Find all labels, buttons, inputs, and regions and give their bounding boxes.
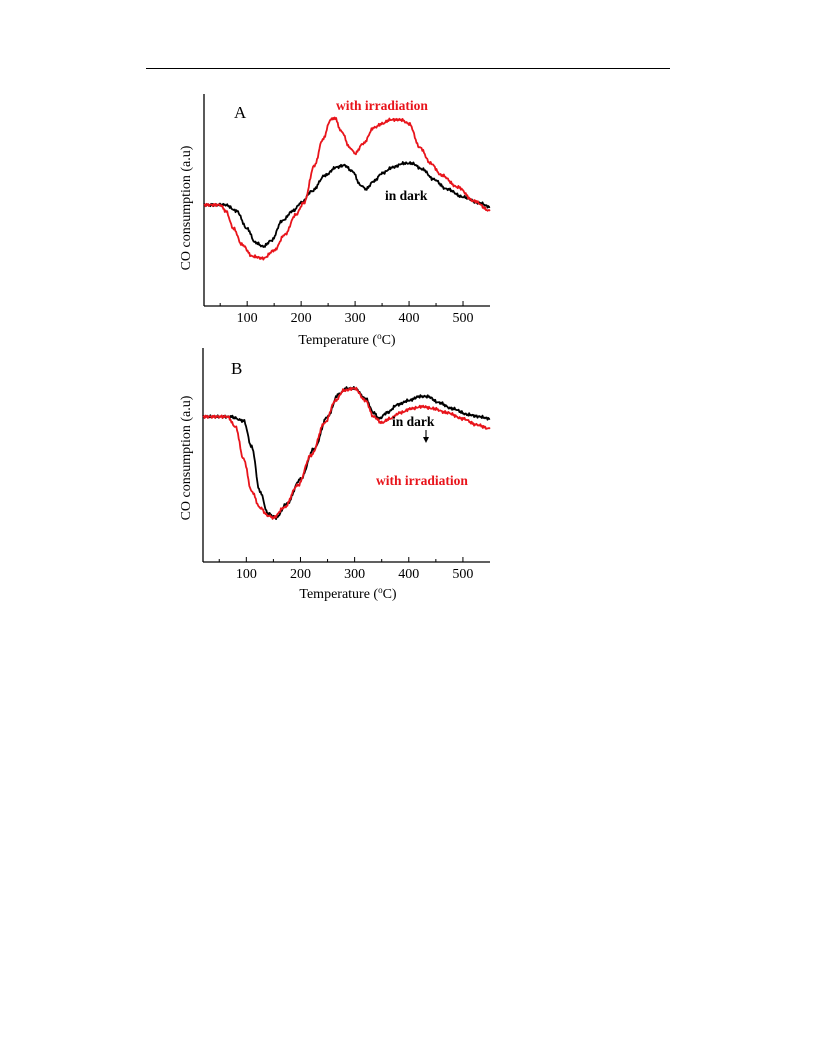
chart-b-x-tick-label: 400: [398, 567, 419, 582]
chart-b-series-with-irradiation: [202, 386, 491, 520]
chart-b-series-in-dark: [202, 385, 491, 521]
chart-a-tick-labels: 100 200 300 400 500: [237, 311, 474, 326]
header-rule: [146, 68, 670, 69]
chart-a-annotation-dark: in dark: [385, 188, 428, 203]
chart-b-x-tick-label: 500: [452, 567, 473, 582]
chart-a-x-tick-label: 200: [291, 311, 312, 326]
chart-panel-b: CO consumption (a.u) 100 200 300 400 500 B i…: [170, 340, 510, 606]
chart-a-x-tick-label: 400: [399, 311, 420, 326]
chart-a-xlabel: Temperature (oC): [298, 331, 396, 348]
chart-b-curves: [202, 385, 491, 521]
chart-b-tick-labels: 100 200 300 400 500: [236, 567, 474, 582]
chart-a-panel-label: A: [234, 103, 247, 122]
chart-b-panel-label: B: [231, 359, 242, 378]
chart-b-x-tick-label: 100: [236, 567, 257, 582]
chart-a-ylabel: CO consumption (a.u): [179, 145, 194, 270]
chart-b-annotation-dark: in dark: [392, 414, 435, 429]
chart-b-x-tick-label: 200: [290, 567, 311, 582]
chart-a-series-with-irradiation: [203, 116, 491, 261]
chart-a-curves: [203, 116, 491, 261]
chart-b-xlabel: Temperature (oC): [299, 585, 397, 602]
chart-a-x-tick-label: 300: [345, 311, 366, 326]
chart-a-ticks: [219, 301, 464, 306]
chart-panel-a: CO consumption (a.u) 100 200 300 400 500 A w…: [170, 88, 510, 350]
chart-a-x-tick-label: 500: [453, 311, 474, 326]
chart-a-series-in-dark: [203, 161, 491, 248]
chart-b-svg: CO consumption (a.u) 100 200 300 400 500 B i…: [179, 348, 491, 602]
chart-b-x-tick-label: 300: [344, 567, 365, 582]
chart-b-annotation-irradiation: with irradiation: [376, 473, 468, 488]
chart-a-annotation-irradiation: with irradiation: [336, 98, 428, 113]
chart-b-ylabel: CO consumption (a.u): [179, 395, 194, 520]
chart-a-x-tick-label: 100: [237, 311, 258, 326]
chart-b-ticks: [218, 557, 464, 562]
chart-a-svg: CO consumption (a.u) 100 200 300 400 500 A w…: [179, 94, 491, 348]
chart-b-annotation-arrowhead: [423, 437, 429, 443]
